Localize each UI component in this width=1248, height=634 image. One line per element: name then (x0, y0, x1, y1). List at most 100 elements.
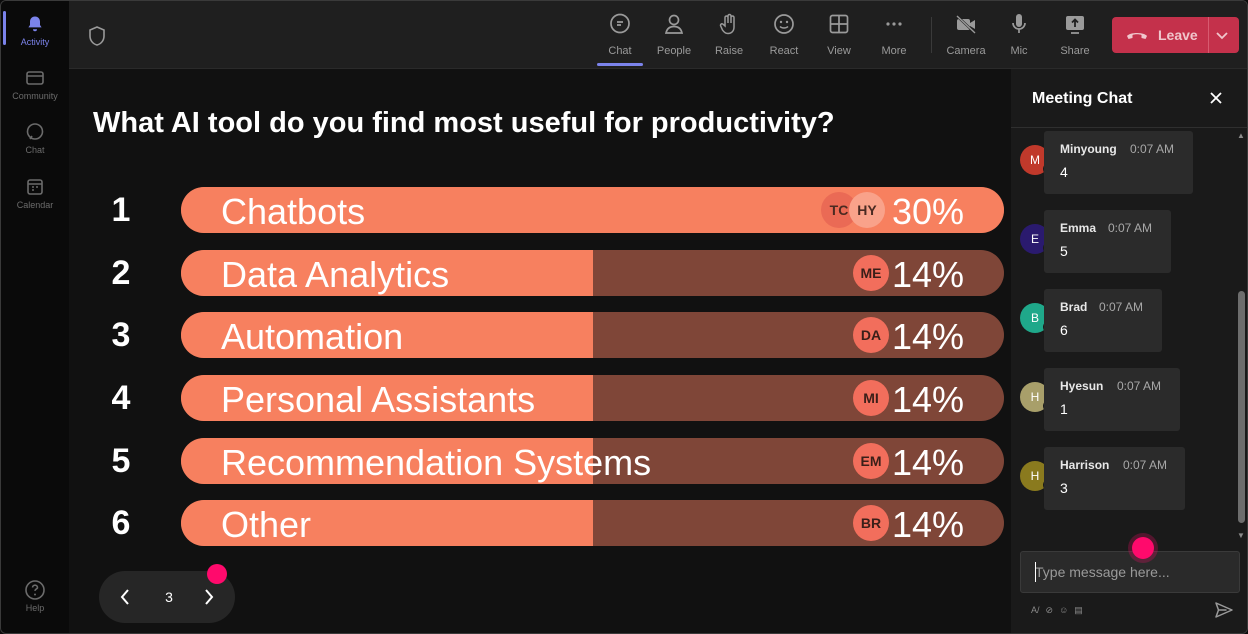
send-icon[interactable] (1214, 601, 1234, 619)
toolbar-divider (931, 17, 932, 53)
rail-item-calendar[interactable]: Calendar (1, 176, 69, 210)
option-percent: 14% (891, 254, 964, 295)
view-button[interactable]: View (814, 11, 864, 61)
chat-message: M Minyoung 0:07 AM 4 (1019, 131, 1195, 195)
text-caret (1035, 562, 1036, 582)
hand-icon (716, 11, 742, 37)
camera-off-icon (953, 11, 979, 37)
option-bar: Automation DA 14% (181, 312, 1004, 358)
help-icon (24, 579, 46, 601)
rail-label: Activity (20, 37, 50, 47)
rail-label: Chat (25, 145, 45, 155)
people-button[interactable]: People (649, 11, 699, 61)
share-label: Share (1060, 45, 1090, 57)
mic-button[interactable]: Mic (994, 11, 1044, 61)
poll-option: 6 Other BR 14% (69, 500, 1011, 548)
leave-label: Leave (1158, 27, 1198, 43)
poll-option: 5 Recommendation Systems EM 14% (69, 438, 1011, 486)
option-percent: 14% (891, 379, 964, 420)
chat-message: B Brad 0:07 AM 6 (1019, 289, 1195, 353)
react-label: React (769, 45, 799, 57)
react-button[interactable]: React (759, 11, 809, 61)
message-time: 0:07 AM (1108, 221, 1153, 235)
poll-option: 3 Automation DA 14% (69, 312, 1011, 360)
leave-divider (1208, 17, 1209, 53)
message-bubble: Hyesun 0:07 AM 1 (1044, 368, 1180, 431)
voter-avatar: BR (853, 505, 889, 541)
chat-icon (607, 11, 633, 37)
message-bubble: Brad 0:07 AM 6 (1044, 289, 1162, 352)
microphone-icon (1006, 11, 1032, 37)
scroll-down-icon[interactable]: ▼ (1237, 531, 1245, 540)
chat-active-indicator (597, 63, 643, 66)
shield-icon[interactable] (87, 25, 107, 52)
chat-header-divider (1011, 127, 1247, 128)
close-icon[interactable] (1209, 91, 1223, 105)
format-icon[interactable]: A/ (1031, 605, 1040, 615)
message-compose-box[interactable] (1020, 551, 1240, 593)
message-input[interactable] (1035, 562, 1225, 582)
chevron-right-icon[interactable] (199, 586, 219, 608)
pointer-indicator (1132, 537, 1154, 559)
more-button[interactable]: More (869, 11, 919, 61)
option-bar: Personal Assistants MI 14% (181, 375, 1004, 421)
calendar-icon (24, 176, 46, 198)
camera-label: Camera (946, 45, 986, 57)
gif-icon[interactable]: ▤ (1074, 605, 1083, 615)
rail-item-activity[interactable]: Activity (1, 13, 69, 47)
option-number: 1 (111, 191, 131, 229)
message-body: 1 (1060, 401, 1068, 417)
chat-message: H Hyesun 0:07 AM 1 (1019, 368, 1195, 432)
chevron-down-icon[interactable] (1214, 27, 1230, 43)
option-label: Data Analytics (221, 254, 450, 295)
option-bar-fill (181, 500, 593, 546)
rail-item-help[interactable]: Help (1, 579, 69, 613)
chevron-left-icon[interactable] (115, 586, 135, 608)
option-label: Automation (221, 316, 404, 357)
rail-item-community[interactable]: Community (1, 67, 69, 101)
emoji-icon[interactable]: ☺ (1059, 605, 1069, 615)
chat-scrollbar[interactable]: ▲ ▼ (1235, 131, 1247, 543)
bell-icon (24, 13, 46, 35)
scrollbar-thumb[interactable] (1238, 291, 1245, 523)
meeting-toolbar: Chat People Raise React View (69, 1, 1247, 69)
option-percent: 14% (891, 316, 964, 357)
camera-button[interactable]: Camera (941, 11, 991, 61)
more-label: More (881, 45, 907, 57)
attach-icon[interactable]: ⊘ (1045, 605, 1054, 615)
message-body: 5 (1060, 243, 1068, 259)
message-bubble: Harrison 0:07 AM 3 (1044, 447, 1185, 510)
rail-item-chat[interactable]: Chat (1, 121, 69, 155)
share-button[interactable]: Share (1050, 11, 1100, 61)
option-label: Recommendation Systems (221, 442, 652, 483)
option-label: Personal Assistants (221, 379, 536, 420)
people-icon (661, 11, 687, 37)
message-sender: Minyoung (1060, 142, 1117, 156)
voter-avatar: EM (853, 443, 889, 479)
chat-button[interactable]: Chat (595, 11, 645, 61)
option-percent: 14% (891, 504, 964, 545)
raise-label: Raise (714, 45, 744, 57)
option-bar: Recommendation Systems EM 14% (181, 438, 1004, 484)
voter-avatar: DA (853, 317, 889, 353)
chat-panel-title: Meeting Chat (1032, 90, 1133, 107)
leave-button[interactable]: Leave (1112, 17, 1239, 53)
option-bar: Data Analytics ME 14% (181, 250, 1004, 296)
rail-label: Community (12, 91, 58, 101)
poll-option: 1 Chatbots TC HY 30% (69, 187, 1011, 235)
message-time: 0:07 AM (1117, 379, 1162, 393)
chat-icon (24, 121, 46, 143)
voter-avatar: ME (853, 255, 889, 291)
poll-option: 2 Data Analytics ME 14% (69, 250, 1011, 298)
message-time: 0:07 AM (1123, 458, 1168, 472)
meeting-chat-panel: Meeting Chat M Minyoung 0:07 AM 4 E Emma… (1011, 69, 1247, 633)
poll-question: What AI tool do you find most useful for… (93, 107, 835, 139)
raise-hand-button[interactable]: Raise (704, 11, 754, 61)
more-icon (881, 11, 907, 37)
scroll-up-icon[interactable]: ▲ (1237, 131, 1245, 140)
compose-format-toolbar: A/ ⊘ ☺ ▤ (1031, 605, 1083, 616)
option-number: 4 (111, 379, 131, 417)
voter-avatar: HY (849, 192, 885, 228)
option-bar-fill (181, 375, 593, 421)
